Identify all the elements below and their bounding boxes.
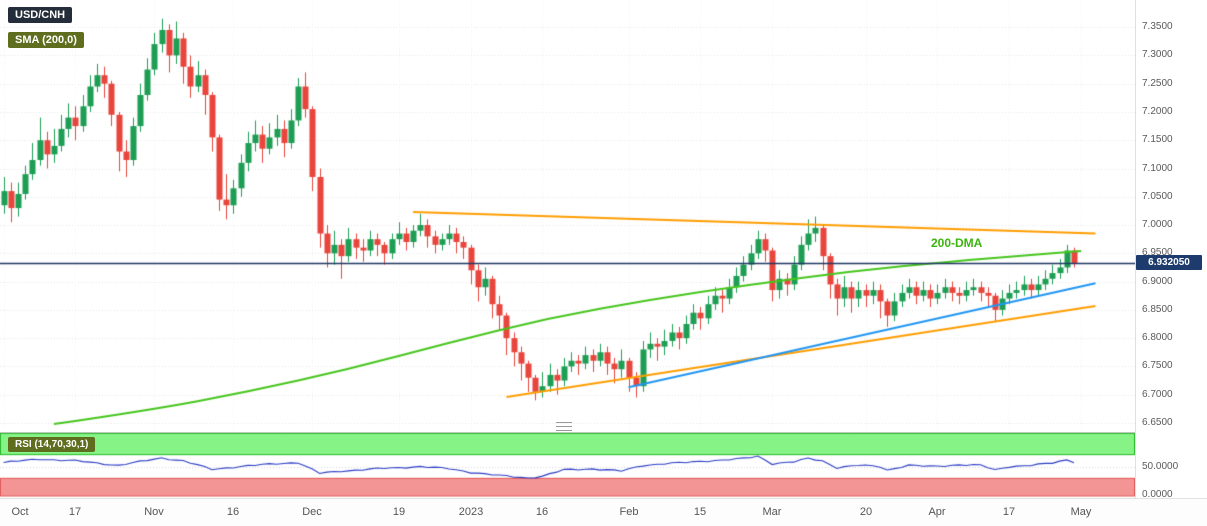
time-axis-label: 17 [1002,506,1016,518]
time-axis-label: 16 [226,506,240,518]
price-axis-label: 6.6500 [1142,417,1173,428]
time-axis-label: Oct [11,506,29,518]
sma-indicator-badge[interactable]: SMA (200,0) [8,32,84,48]
price-axis-label: 7.3500 [1142,21,1173,32]
time-axis-label: May [1070,506,1092,518]
rsi-indicator-badge[interactable]: RSI (14,70,30,1) [8,437,96,452]
time-axis-label: Apr [928,506,946,518]
price-axis-label: 7.0000 [1142,219,1173,230]
last-price-badge: 6.932050 [1136,255,1202,270]
time-axis-label: 2023 [458,506,484,518]
panel-resize-handle-icon [556,430,572,431]
price-axis-label: 6.8500 [1142,304,1173,315]
panel-resize-handle-icon [556,422,572,423]
time-axis-label: Feb [619,506,639,518]
time-axis-label: 15 [693,506,707,518]
price-axis-label: 6.9000 [1142,276,1173,287]
price-axis-label: 7.2000 [1142,106,1173,117]
price-axis-label: 6.8000 [1142,332,1173,343]
time-axis-label: Nov [144,506,164,518]
rsi-panel-canvas[interactable] [0,432,1135,498]
time-axis-label: Dec [302,506,322,518]
price-axis-label: 7.1000 [1142,163,1173,174]
price-axis-label: 7.0500 [1142,191,1173,202]
rsi-axis-label: 50.0000 [1142,461,1179,472]
rsi-axis-label: 0.0000 [1142,489,1173,500]
symbol-badge: USD/CNH [8,7,73,23]
rsi-axis[interactable]: 50.0000 0.0000 [1135,432,1207,500]
time-axis[interactable]: Oct 17 Nov 16 Dec 19 2023 16 Feb 15 Mar 20 Apr 17 May [0,498,1207,526]
time-axis-label: 20 [859,506,873,518]
time-axis-label: 16 [535,506,549,518]
dma-annotation-label: 200-DMA [931,236,983,250]
price-axis-label: 7.3000 [1142,49,1173,60]
price-axis-label: 6.9500 [1142,247,1173,258]
time-axis-label: Mar [762,506,782,518]
price-axis[interactable]: 6.932050 7.3500 7.3000 7.2500 7.2000 7.1500 7… [1135,0,1207,432]
price-axis-label: 6.7000 [1142,389,1173,400]
price-axis-label: 7.1500 [1142,134,1173,145]
panel-resize-handle-icon [556,426,572,427]
time-axis-label: 19 [392,506,406,518]
price-chart-canvas[interactable] [0,0,1135,432]
time-axis-label: 17 [68,506,82,518]
price-axis-label: 7.2500 [1142,78,1173,89]
price-axis-label: 6.7500 [1142,360,1173,371]
panel-resize-handle[interactable] [553,422,575,431]
